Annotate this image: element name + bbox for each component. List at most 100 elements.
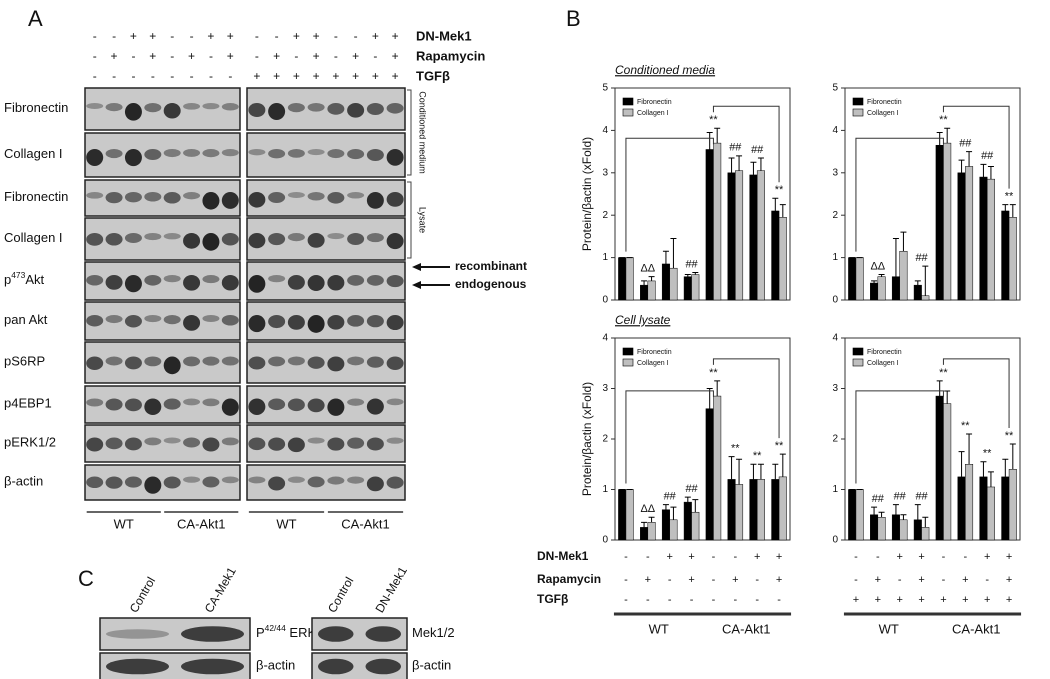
comparison-bracket bbox=[712, 358, 780, 439]
group-label: WT bbox=[879, 621, 899, 636]
blot-band bbox=[163, 233, 181, 240]
treatment-sign: - bbox=[151, 69, 155, 83]
significance-mark: ** bbox=[775, 440, 784, 452]
blot-band bbox=[221, 233, 239, 246]
error-bar bbox=[641, 521, 648, 528]
blot-band bbox=[248, 476, 266, 484]
treatment-sign: + bbox=[207, 29, 214, 43]
blot-band bbox=[221, 398, 239, 416]
bar bbox=[891, 276, 900, 301]
significance-mark: ** bbox=[775, 184, 784, 196]
error-bar bbox=[670, 238, 677, 269]
blot-band bbox=[268, 149, 286, 159]
treatment-label: TGFβ bbox=[416, 68, 450, 83]
error-bar bbox=[736, 155, 743, 171]
treatment-label: TGFβ bbox=[537, 592, 568, 606]
legend-label: Fibronectin bbox=[637, 99, 672, 106]
blot-band bbox=[202, 149, 220, 158]
blot-band bbox=[386, 233, 404, 250]
error-bar bbox=[987, 471, 994, 487]
row-label: Fibronectin bbox=[4, 189, 68, 204]
bar bbox=[735, 170, 744, 301]
significance-mark: ΔΔ bbox=[640, 503, 655, 515]
error-bar bbox=[779, 204, 786, 218]
significance-mark: ## bbox=[981, 150, 994, 162]
bar bbox=[683, 501, 692, 541]
error-bar bbox=[900, 514, 907, 520]
treatment-sign: - bbox=[712, 594, 716, 606]
blot-band bbox=[105, 233, 123, 246]
error-bar bbox=[772, 197, 779, 211]
blot-band bbox=[86, 476, 104, 489]
blot-band bbox=[287, 275, 305, 290]
blot-band bbox=[105, 192, 123, 204]
legend-label: Fibronectin bbox=[637, 349, 672, 356]
blot-band bbox=[327, 398, 345, 416]
row-label: Fibronectin bbox=[4, 100, 68, 115]
treatment-sign: + bbox=[392, 49, 399, 63]
blot-band bbox=[181, 626, 244, 642]
blot-band bbox=[86, 275, 104, 286]
treatment-sign: - bbox=[942, 551, 946, 563]
treatment-sign: + bbox=[273, 69, 280, 83]
arrow-label: endogenous bbox=[455, 277, 527, 291]
blot-band bbox=[144, 233, 162, 241]
label-text: Mek1/2 bbox=[412, 625, 455, 640]
treatment-sign: - bbox=[275, 29, 279, 43]
treatment-sign: + bbox=[875, 594, 881, 606]
treatment-label: Rapamycin bbox=[537, 572, 601, 586]
label-text: P bbox=[256, 625, 265, 640]
significance-mark: ## bbox=[729, 142, 742, 154]
blot-band bbox=[163, 149, 181, 158]
blot-band bbox=[268, 275, 286, 283]
error-bar bbox=[684, 274, 691, 277]
blot-band bbox=[124, 476, 142, 488]
lane-label: DN-Mek1 bbox=[372, 564, 410, 615]
plot-frame bbox=[844, 87, 1021, 301]
blot-band bbox=[202, 103, 220, 110]
blot-band bbox=[86, 233, 104, 246]
blot-band bbox=[124, 315, 142, 328]
label-text: Fibronectin bbox=[4, 100, 68, 115]
blot-band bbox=[366, 437, 384, 451]
error-bar bbox=[757, 463, 764, 480]
blot-band bbox=[268, 103, 286, 121]
label-text: Fibronectin bbox=[4, 189, 68, 204]
label-text: Collagen I bbox=[4, 146, 63, 161]
label-text: pS6RP bbox=[4, 354, 45, 369]
blot-band bbox=[318, 626, 354, 642]
treatment-sign: + bbox=[392, 29, 399, 43]
error-bar bbox=[779, 453, 786, 477]
error-bar bbox=[641, 280, 648, 286]
bar bbox=[921, 527, 930, 541]
y-tick-label: 1 bbox=[602, 252, 608, 263]
treatment-sign: + bbox=[253, 69, 260, 83]
blot-band bbox=[307, 233, 325, 248]
error-bar bbox=[714, 380, 721, 397]
treatment-sign: - bbox=[646, 594, 650, 606]
significance-mark: ** bbox=[1005, 191, 1014, 203]
treatment-sign: - bbox=[624, 594, 628, 606]
treatment-sign: + bbox=[940, 594, 946, 606]
treatment-sign: - bbox=[646, 551, 650, 563]
treatment-sign: - bbox=[373, 49, 377, 63]
treatment-sign: - bbox=[131, 69, 135, 83]
blot-band bbox=[386, 149, 404, 166]
blot-band bbox=[248, 437, 266, 451]
blot-panel bbox=[84, 301, 241, 341]
treatment-sign: + bbox=[372, 69, 379, 83]
significance-mark: ** bbox=[753, 450, 762, 462]
blot-band bbox=[124, 275, 142, 293]
treatment-sign: + bbox=[645, 574, 651, 586]
bar bbox=[935, 144, 944, 301]
bar bbox=[756, 479, 765, 541]
error-bar bbox=[878, 511, 885, 518]
row-label: Collagen I bbox=[4, 230, 63, 245]
chart-title: Conditioned media bbox=[615, 63, 715, 77]
bar bbox=[661, 509, 670, 541]
bar bbox=[957, 476, 966, 541]
y-tick-label: 2 bbox=[832, 434, 838, 445]
blot-band bbox=[221, 476, 239, 484]
error-bar bbox=[936, 380, 943, 397]
